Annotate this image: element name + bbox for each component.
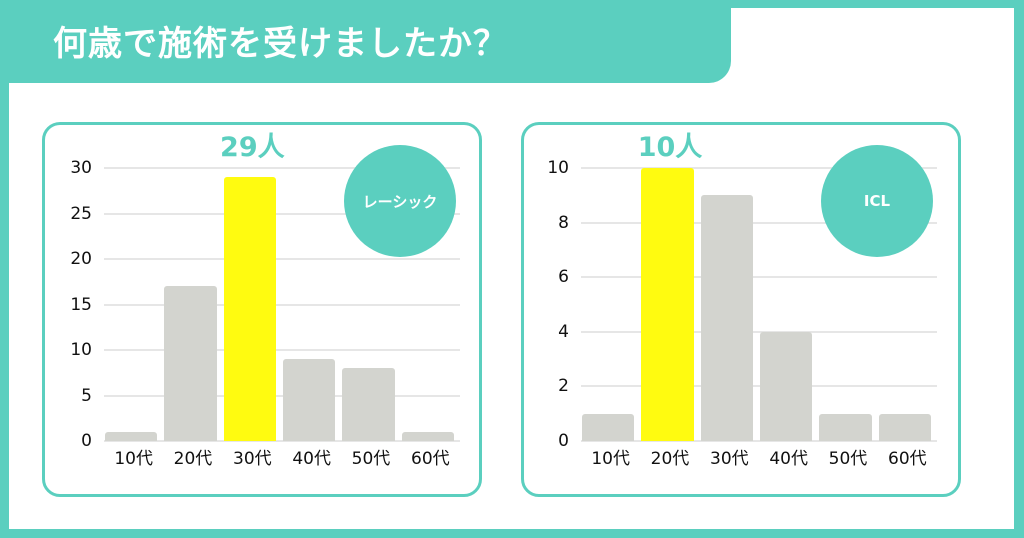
gridline [104, 167, 460, 169]
gridline [581, 330, 937, 333]
bar-60代 [878, 413, 931, 441]
gridline [104, 394, 460, 397]
gridline [104, 303, 460, 306]
y-axis-tick-label: 15 [70, 294, 92, 315]
bar-20代 [641, 168, 694, 441]
gridline [104, 440, 460, 442]
x-axis-tick-label: 50代 [828, 449, 868, 469]
title-banner: 何歳で施術を受けましたか？ [9, 8, 731, 83]
x-axis-tick-label: 60代 [411, 449, 450, 469]
bar-60代 [401, 431, 454, 441]
bar-20代 [164, 286, 217, 441]
gridline [581, 167, 937, 169]
chart-title-badge: ICL [821, 145, 933, 257]
y-axis-tick-label: 0 [558, 431, 569, 451]
bar-40代 [760, 331, 813, 441]
bar-30代 [700, 195, 753, 441]
chart-title-badge: レーシック [344, 145, 456, 257]
highlight-callout: 10人 [637, 132, 703, 163]
bar-30代 [223, 177, 276, 441]
page-title: 何歳で施術を受けましたか？ [53, 24, 508, 64]
x-axis-tick-label: 20代 [173, 449, 213, 469]
x-axis-tick-label: 10代 [591, 449, 630, 469]
y-axis-tick-label: 30 [70, 158, 92, 178]
x-axis-tick-label: 30代 [710, 449, 749, 469]
bar-50代 [342, 368, 395, 441]
x-axis-tick-label: 60代 [888, 449, 927, 469]
gridline [581, 221, 937, 224]
x-axis-tick-label: 30代 [233, 449, 272, 469]
y-axis-tick-label: 8 [558, 212, 569, 233]
gridline [104, 258, 460, 260]
y-axis-tick-label: 5 [81, 385, 92, 406]
lasik-chart-panel: 0 5 10 15 20 25 30 10代 20代 30代 29人 40代 50代 60代 レーシック [42, 122, 482, 497]
gridline [104, 212, 460, 215]
x-axis-tick-label: 20代 [650, 449, 690, 469]
gridline [104, 349, 460, 351]
gridline [581, 276, 937, 279]
plot-area [581, 167, 937, 442]
gridline [581, 385, 937, 388]
x-axis-tick-label: 50代 [351, 449, 391, 469]
x-axis-tick-label: 40代 [292, 449, 331, 469]
y-axis-tick-label: 4 [558, 321, 569, 342]
highlight-callout: 29人 [220, 132, 285, 163]
gridline [581, 440, 937, 442]
y-axis-tick-label: 0 [81, 431, 92, 451]
x-axis-tick-label: 40代 [769, 449, 808, 469]
y-axis-tick-label: 20 [70, 249, 92, 269]
y-axis-tick-label: 10 [547, 158, 569, 178]
bar-10代 [105, 431, 158, 441]
plot-area [104, 167, 460, 442]
x-axis-tick-label: 10代 [114, 449, 153, 469]
bar-50代 [819, 413, 872, 441]
y-axis-tick-label: 10 [70, 340, 92, 360]
icl-chart-panel: 0 2 4 6 8 10 10代 20代 10人 30代 40代 50代 60代 ICL [521, 122, 961, 497]
y-axis-tick-label: 6 [558, 267, 569, 288]
bar-10代 [582, 413, 635, 441]
y-axis-tick-label: 2 [558, 376, 569, 397]
y-axis-tick-label: 25 [70, 203, 92, 224]
bar-40代 [283, 359, 336, 441]
